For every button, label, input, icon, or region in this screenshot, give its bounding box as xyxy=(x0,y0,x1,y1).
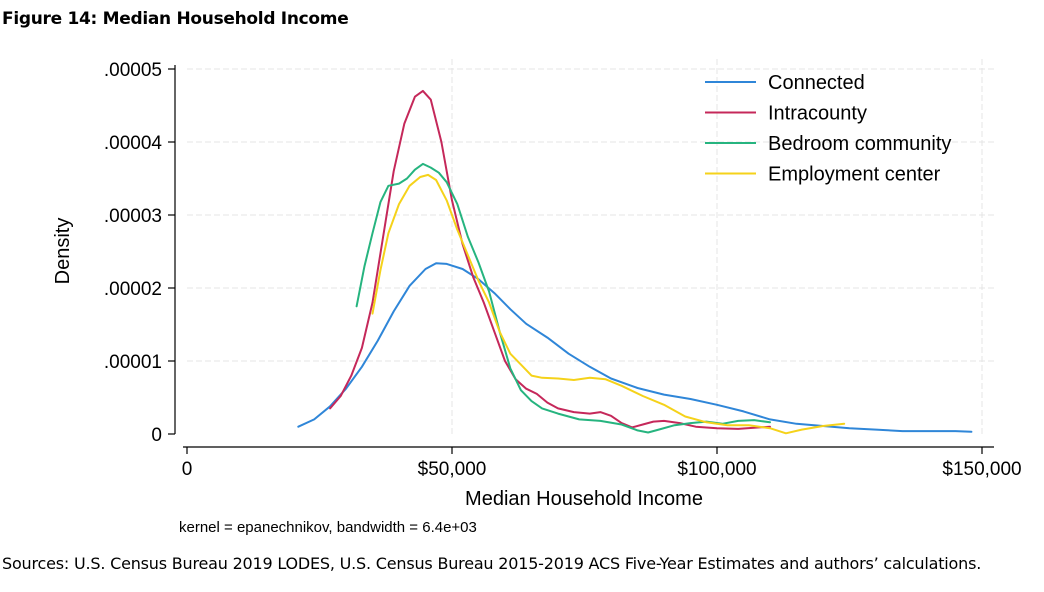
y-tick-label: .00003 xyxy=(104,206,162,227)
x-tick-label: 0 xyxy=(182,459,193,480)
y-tick-label: 0 xyxy=(151,425,162,446)
legend-label-employment-center: Employment center xyxy=(768,164,941,186)
x-axis-title: Median Household Income xyxy=(465,488,703,510)
x-tick-label: $50,000 xyxy=(418,459,487,480)
axes: 0 .00001 .00002 .00003 .00004 .00005 0 $50,000 $… xyxy=(104,60,1022,480)
series-line-connected xyxy=(297,262,973,433)
series-line-employment-center xyxy=(371,173,846,435)
legend-label-intracounty: Intracounty xyxy=(768,103,867,125)
density-chart: 0 .00001 .00002 .00003 .00004 .00005 0 $50,000 $… xyxy=(52,59,1022,536)
series-line-intracounty xyxy=(329,89,771,430)
x-tick-label: $150,000 xyxy=(942,459,1021,480)
sources-note: Sources: U.S. Census Bureau 2019 LODES, … xyxy=(2,554,982,573)
legend-label-bedroom-community: Bedroom community xyxy=(768,133,951,155)
y-tick-label: .00005 xyxy=(104,60,162,81)
x-tick-label: $100,000 xyxy=(677,459,756,480)
series-line-bedroom-community xyxy=(355,162,771,434)
series-lines xyxy=(297,89,973,435)
y-tick-label: .00002 xyxy=(104,279,162,300)
legend: Connected Intracounty Bedroom community Emp… xyxy=(705,72,951,186)
y-tick-label: .00001 xyxy=(104,352,162,373)
y-axis-title: Density xyxy=(52,218,74,285)
figure-title: Figure 14: Median Household Income xyxy=(2,9,349,29)
legend-label-connected: Connected xyxy=(768,72,865,94)
y-tick-label: .00004 xyxy=(104,133,163,154)
kernel-note: kernel = epanechnikov, bandwidth = 6.4e+… xyxy=(179,519,477,536)
